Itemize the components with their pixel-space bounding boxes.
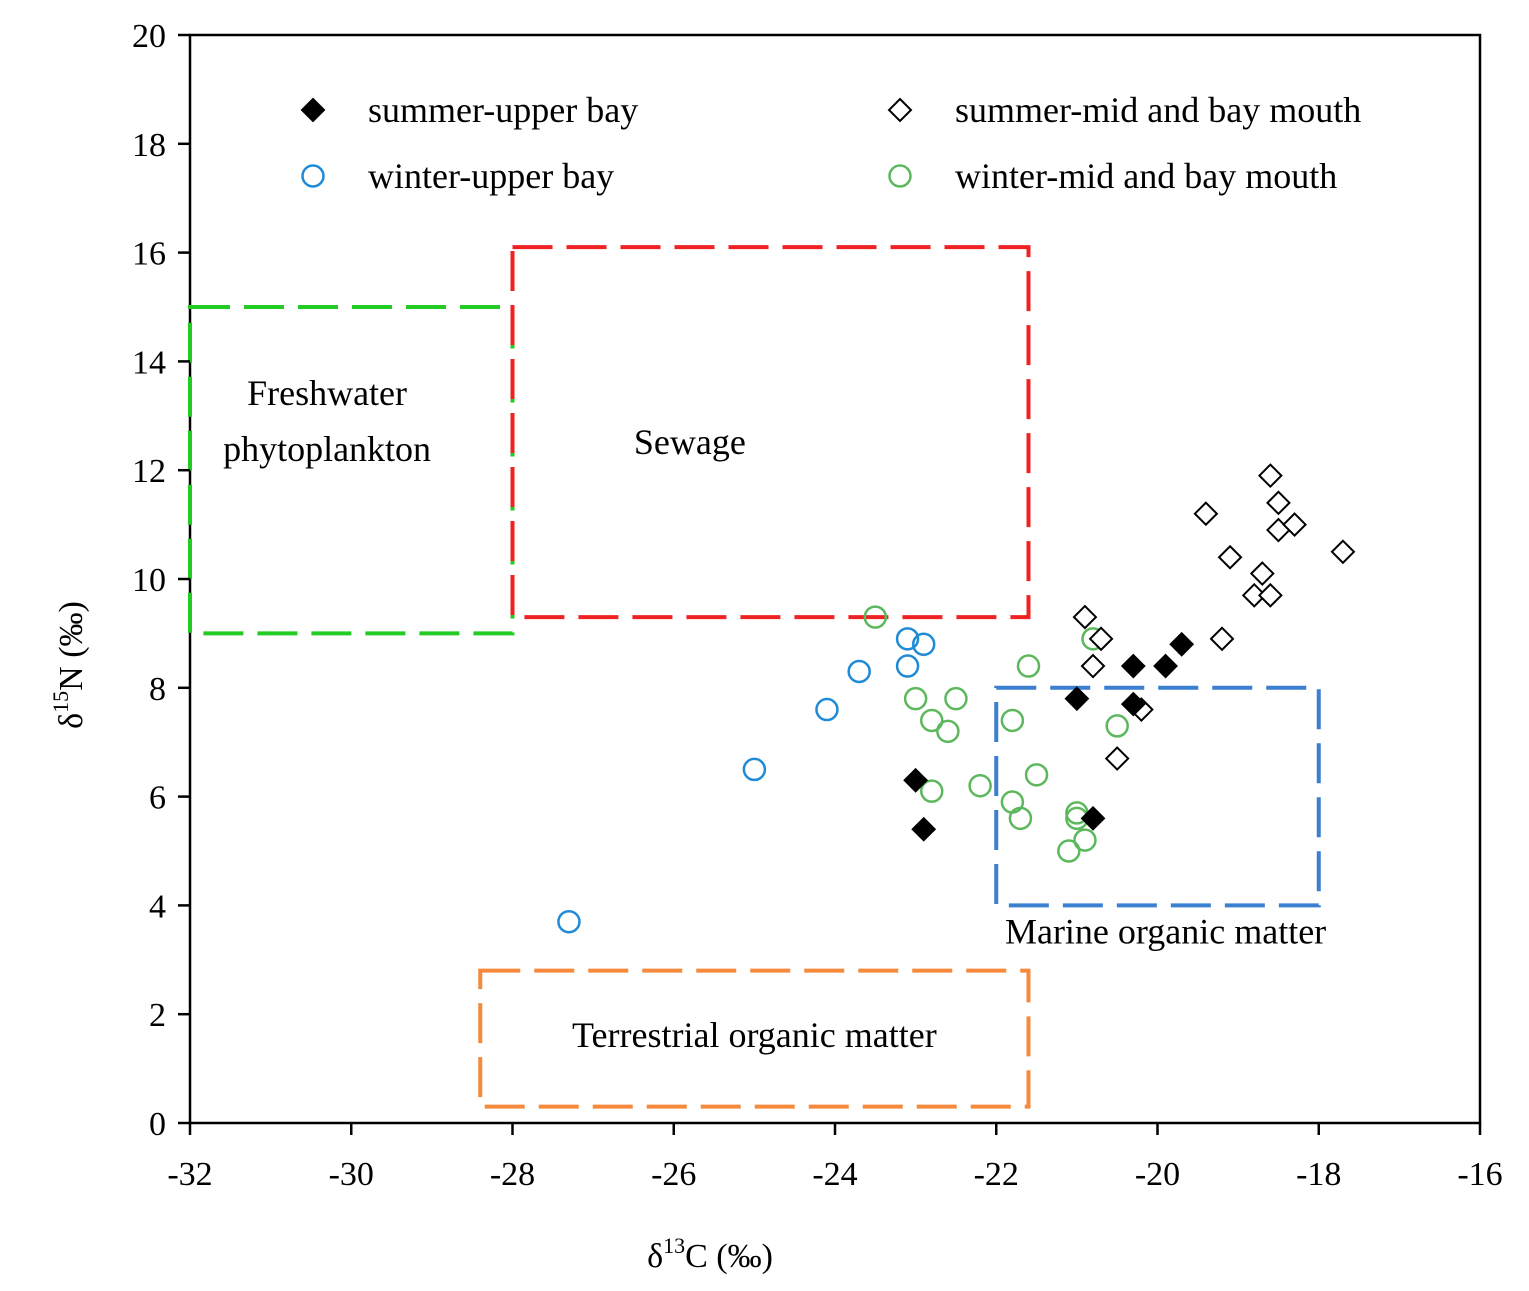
data-point	[1064, 686, 1090, 712]
data-point	[1120, 653, 1146, 679]
x-tick-label: -16	[1457, 1156, 1502, 1193]
data-point	[1000, 708, 1025, 733]
legend-marker	[300, 97, 326, 123]
region-box	[510, 245, 1031, 620]
data-point	[920, 779, 944, 803]
y-tick-label: 18	[132, 127, 166, 164]
region-label: Freshwater	[247, 373, 407, 413]
data-point	[1209, 626, 1235, 652]
data-point	[968, 773, 992, 798]
data-point	[1088, 626, 1114, 652]
data-point	[1257, 582, 1283, 608]
data-point	[863, 605, 888, 629]
data-point	[1120, 691, 1146, 717]
data-point	[1257, 463, 1283, 489]
data-point	[557, 909, 581, 934]
legend-marker	[888, 164, 912, 188]
x-tick-label: -32	[167, 1156, 212, 1193]
data-point	[1282, 512, 1307, 538]
data-point	[1330, 539, 1356, 565]
x-tick-label: -26	[651, 1156, 696, 1193]
x-tick-label: -28	[490, 1156, 535, 1193]
data-point	[1000, 790, 1025, 814]
data-point	[944, 686, 968, 711]
y-tick-label: 10	[132, 562, 166, 599]
y-tick-label: 20	[132, 18, 166, 55]
data-point	[1249, 561, 1275, 586]
data-point	[903, 767, 929, 793]
data-point	[1266, 490, 1291, 516]
y-tick-label: 16	[132, 236, 166, 273]
data-point	[911, 816, 937, 842]
data-point	[920, 708, 944, 733]
y-tick-label: 14	[132, 344, 166, 381]
data-point	[1008, 806, 1033, 831]
y-axis-ticks: 0 2 4 6 8 10 12 14 16 18 20	[132, 18, 190, 1143]
data-point	[1193, 501, 1219, 527]
y-tick-label: 2	[149, 997, 166, 1034]
y-tick-label: 6	[149, 780, 166, 817]
legend-marker	[887, 97, 913, 123]
data-point	[1169, 631, 1195, 657]
region-box	[188, 305, 515, 636]
y-tick-label: 4	[149, 888, 166, 925]
region-label: phytoplankton	[223, 429, 431, 469]
data-point	[1073, 828, 1097, 852]
data-point	[895, 654, 920, 678]
data-point	[1241, 582, 1267, 608]
data-point	[815, 697, 839, 722]
legend-label: winter-mid and bay mouth	[955, 156, 1337, 196]
data-point	[1104, 746, 1130, 771]
plot-frame	[188, 33, 1482, 1125]
data-point	[895, 627, 920, 651]
region-box	[478, 968, 1031, 1109]
x-tick-label: -30	[329, 1156, 374, 1193]
legend-label: summer-upper bay	[368, 90, 638, 130]
y-tick-label: 8	[149, 671, 166, 708]
data-point	[1072, 604, 1098, 630]
legend: summer-upper bay summer-mid and bay mouth…	[300, 90, 1361, 196]
region-box	[994, 685, 1321, 908]
data-point	[1153, 653, 1178, 679]
data-point	[847, 659, 871, 684]
x-tick-label: -18	[1296, 1156, 1341, 1193]
region-label: Marine organic matter	[1005, 911, 1326, 951]
data-point	[1057, 839, 1081, 863]
data-points	[557, 463, 1356, 934]
data-point	[1080, 653, 1106, 679]
data-point	[911, 632, 936, 657]
y-tick-label: 12	[132, 453, 166, 490]
data-point	[1016, 654, 1041, 678]
legend-marker	[301, 164, 325, 188]
data-point	[1105, 714, 1129, 738]
x-tick-label: -22	[974, 1156, 1019, 1193]
data-point	[936, 719, 960, 744]
data-point	[903, 686, 928, 711]
source-regions: Freshwater phytoplankton Sewage Marine orga…	[188, 245, 1326, 1109]
x-tick-label: -24	[812, 1156, 857, 1193]
region-label: Sewage	[634, 422, 746, 462]
x-axis-title: δ13C (‰)	[647, 1233, 773, 1275]
y-axis-title: δ15N (‰)	[48, 601, 90, 729]
y-tick-label: 0	[149, 1106, 166, 1143]
data-point	[1217, 544, 1243, 570]
data-point	[1080, 805, 1106, 831]
x-axis-ticks: -32 -30 -28 -26 -24 -22 -20 -18 -16	[167, 1123, 1503, 1193]
data-point	[742, 757, 767, 782]
x-tick-label: -20	[1135, 1156, 1180, 1193]
region-label: Terrestrial organic matter	[572, 1015, 937, 1055]
data-point	[1024, 763, 1049, 787]
legend-label: winter-upper bay	[368, 156, 614, 196]
legend-label: summer-mid and bay mouth	[955, 90, 1361, 130]
